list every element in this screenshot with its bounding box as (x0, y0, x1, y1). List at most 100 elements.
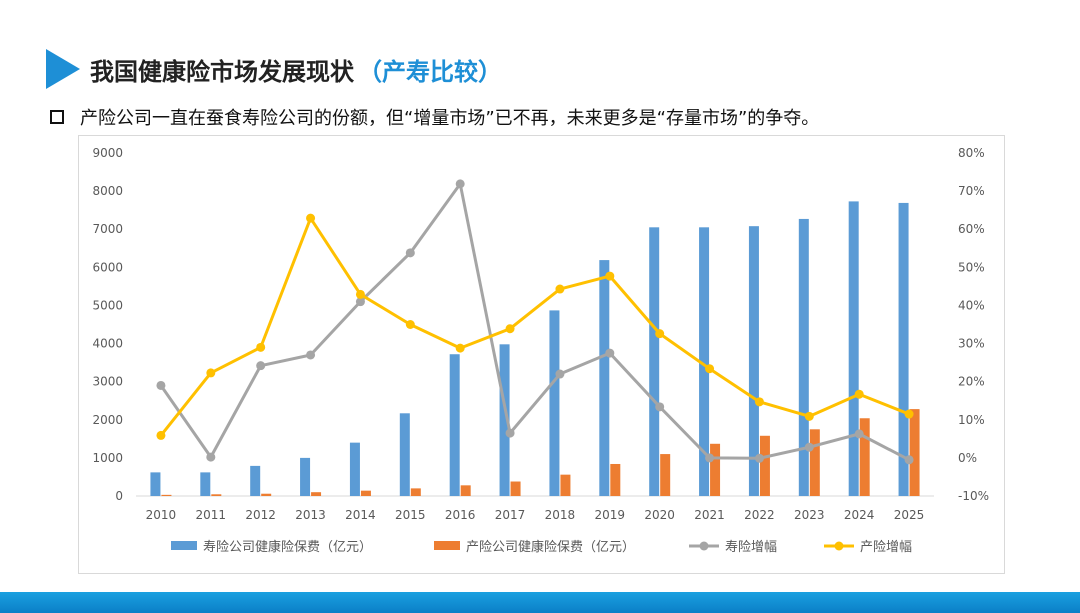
life-premium-bar (150, 472, 161, 496)
y-left-tick-label: 1000 (92, 451, 123, 465)
pc-premium-bar (161, 494, 172, 496)
life-premium-bar (599, 260, 610, 496)
y-right-tick-label: 10% (958, 413, 985, 427)
life-premium-bar (200, 472, 211, 496)
pc-growth-point (754, 397, 764, 407)
x-tick-label: 2011 (196, 508, 227, 522)
pc-growth-point (505, 324, 515, 334)
legend-swatch (171, 541, 197, 550)
x-tick-label: 2023 (794, 508, 825, 522)
life-premium-bar (250, 465, 261, 496)
y-right-tick-label: 40% (958, 298, 985, 312)
square-bullet-icon (50, 110, 64, 124)
life-growth-point (605, 348, 615, 358)
x-tick-label: 2016 (445, 508, 476, 522)
play-arrow-icon (46, 49, 80, 89)
legend-label: 寿险增幅 (725, 540, 777, 555)
pc-premium-bar (909, 409, 920, 496)
y-left-tick-label: 3000 (92, 375, 123, 389)
pc-growth-point (156, 430, 166, 440)
pc-growth-point (355, 289, 365, 299)
x-tick-label: 2024 (844, 508, 875, 522)
life-premium-bar (399, 413, 410, 496)
x-tick-label: 2021 (694, 508, 725, 522)
y-right-tick-label: 60% (958, 222, 985, 236)
pc-premium-bar (211, 494, 222, 496)
slide-title: 我国健康险市场发展现状 （产寿比较） (46, 46, 502, 92)
legend-label: 产险增幅 (860, 540, 912, 555)
y-left-tick-label: 5000 (92, 298, 123, 312)
pc-growth-point (854, 389, 864, 399)
pc-premium-bar (560, 474, 571, 496)
pc-premium-bar (759, 435, 770, 496)
life-premium-bar (699, 227, 710, 497)
x-tick-label: 2018 (545, 508, 576, 522)
pc-premium-bar (859, 418, 870, 496)
y-left-tick-label: 9000 (92, 146, 123, 160)
pc-growth-point (655, 329, 665, 339)
pc-premium-bar (410, 488, 421, 496)
life-premium-bar (300, 457, 311, 496)
x-tick-label: 2014 (345, 508, 376, 522)
pc-premium-bar (360, 490, 371, 496)
life-growth-point (754, 453, 764, 463)
pc-growth-line (159, 216, 910, 437)
title-text: 我国健康险市场发展现状 (90, 57, 354, 86)
y-right-tick-label: 0% (958, 451, 977, 465)
pc-growth-point (455, 343, 465, 353)
life-growth-point (555, 369, 565, 379)
y-left-tick-label: 7000 (92, 222, 123, 236)
pc-growth-point (256, 342, 266, 352)
y-left-tick-label: 0 (115, 489, 123, 503)
life-growth-point (405, 248, 415, 258)
pc-premium-bar (809, 429, 820, 496)
x-tick-label: 2019 (595, 508, 626, 522)
life-growth-point (804, 442, 814, 452)
y-right-tick-label: 30% (958, 337, 985, 351)
life-growth-point (705, 453, 715, 463)
pc-growth-point (605, 271, 615, 281)
life-premium-bar (649, 227, 660, 497)
y-right-tick-label: -10% (958, 489, 989, 503)
life-premium-bar (549, 310, 560, 496)
life-premium-bar (748, 226, 759, 496)
bullet-text: 产险公司一直在蚕食寿险公司的份额，但“增量市场”已不再，未来更多是“存量市场”的… (80, 108, 820, 129)
legend-swatch (434, 541, 460, 550)
y-right-tick-label: 70% (958, 184, 985, 198)
pc-growth-point (306, 213, 316, 223)
life-growth-point (854, 429, 864, 439)
life-growth-point (655, 402, 665, 412)
legend-marker (834, 541, 844, 551)
pc-premium-bar (510, 481, 521, 496)
life-growth-point (455, 179, 465, 189)
pc-premium-bar (460, 485, 471, 496)
life-growth-point (355, 297, 365, 307)
pc-premium-bar (261, 493, 272, 496)
life-growth-point (904, 455, 914, 465)
x-tick-label: 2013 (295, 508, 326, 522)
pc-premium-bar (610, 463, 621, 496)
x-tick-label: 2015 (395, 508, 426, 522)
x-tick-label: 2022 (744, 508, 775, 522)
pc-growth-point (804, 411, 814, 421)
legend-marker (699, 541, 709, 551)
y-left-tick-label: 4000 (92, 337, 123, 351)
x-tick-label: 2020 (644, 508, 675, 522)
chart-frame: 0 1000 2000 3000 4000 5000 6000 7000 8000 9000 -10… (78, 135, 1005, 574)
bullet-point: 产险公司一直在蚕食寿险公司的份额，但“增量市场”已不再，未来更多是“存量市场”的… (50, 104, 819, 130)
pc-growth-point (555, 284, 565, 294)
y-right-tick-label: 50% (958, 260, 985, 274)
x-tick-label: 2025 (894, 508, 925, 522)
life-growth-point (206, 452, 216, 462)
y-right-tick-label: 20% (958, 375, 985, 389)
life-premium-bar (449, 354, 460, 496)
pc-growth-point (705, 364, 715, 374)
title-subtitle: （产寿比较） (358, 57, 502, 86)
life-premium-bar (349, 442, 360, 496)
life-premium-bar (798, 218, 809, 496)
pc-growth-point (904, 409, 914, 419)
y-left-tick-label: 6000 (92, 260, 123, 274)
legend-label: 产险公司健康险保费（亿元） (466, 539, 635, 555)
x-tick-label: 2017 (495, 508, 526, 522)
footer-bar (0, 592, 1080, 613)
